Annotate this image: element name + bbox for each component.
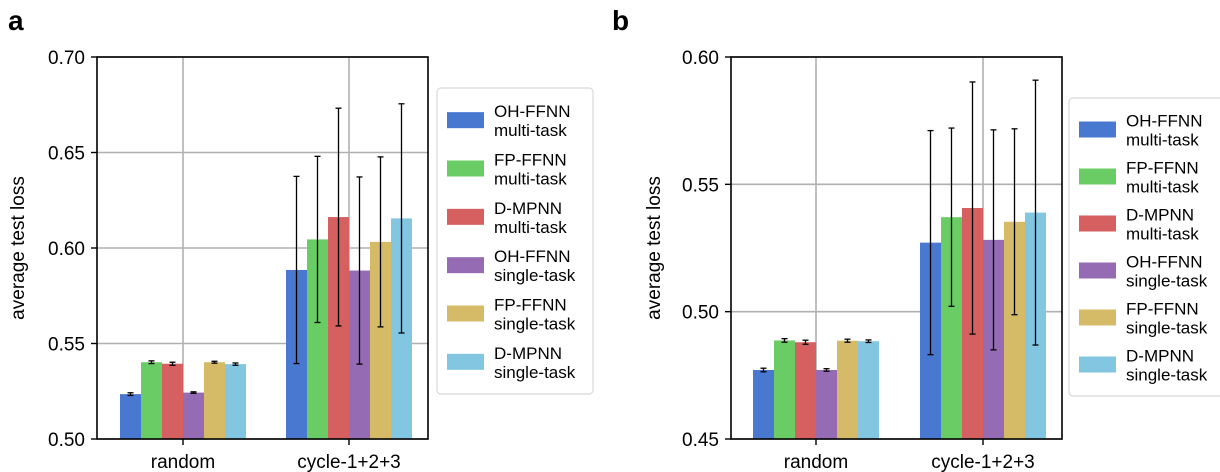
- x-tick-label: random: [784, 452, 848, 472]
- legend: OH-FFNNmulti-taskFP-FFNNmulti-taskD-MPNN…: [1068, 97, 1220, 397]
- legend-label: multi-task: [1126, 131, 1199, 150]
- y-tick-label: 0.55: [48, 335, 85, 356]
- bar: [141, 362, 162, 439]
- bar: [204, 362, 225, 439]
- bar: [307, 239, 328, 439]
- panel-letter-b: b: [612, 5, 629, 36]
- legend-label: D-MPNN: [494, 344, 562, 363]
- legend-label: OH-FFNN: [1126, 112, 1202, 131]
- y-axis-label: average test loss: [644, 176, 665, 320]
- legend-label: single-task: [494, 266, 576, 285]
- bar: [183, 392, 204, 439]
- bar: [795, 342, 816, 439]
- legend-label: multi-task: [494, 170, 567, 189]
- legend-label: single-task: [1126, 319, 1208, 338]
- legend-label: single-task: [1126, 272, 1208, 291]
- legend-label: FP-FFNN: [494, 296, 567, 315]
- y-tick-label: 0.45: [682, 430, 719, 451]
- bar: [225, 364, 246, 439]
- bar: [774, 340, 795, 439]
- chart-panel-b: 0.45 0.50 0.55 0.60 random cycle-1+2+3 average…: [644, 48, 1220, 472]
- legend-label: multi-task: [494, 218, 567, 237]
- bar: [370, 241, 391, 439]
- legend-swatch: [447, 208, 484, 225]
- legend-swatch: [447, 160, 484, 177]
- legend-label: multi-task: [1126, 178, 1199, 197]
- legend-label: single-task: [1126, 366, 1208, 385]
- bar: [1004, 221, 1025, 439]
- bar: [941, 217, 962, 439]
- y-tick-label: 0.50: [682, 303, 719, 324]
- y-tick-label: 0.65: [48, 144, 85, 165]
- legend: OH-FFNNmulti-taskFP-FFNNmulti-taskD-MPNN…: [436, 87, 594, 395]
- y-axis-label: average test loss: [8, 176, 29, 320]
- legend-swatch: [1079, 215, 1116, 232]
- legend-swatch: [447, 257, 484, 274]
- plot-frame: [730, 56, 1063, 440]
- legend-swatch: [1079, 356, 1116, 373]
- y-tick-label: 0.50: [48, 430, 85, 451]
- legend-label: OH-FFNN: [494, 247, 570, 266]
- bar: [753, 369, 774, 439]
- legend-label: OH-FFNN: [494, 102, 570, 121]
- legend-swatch: [447, 112, 484, 129]
- legend-label: multi-task: [494, 121, 567, 140]
- bar: [120, 394, 141, 439]
- legend-swatch: [447, 305, 484, 322]
- legend-swatch: [1079, 168, 1116, 185]
- y-tick-label: 0.60: [48, 239, 85, 260]
- legend-label: FP-FFNN: [1126, 300, 1199, 319]
- legend-label: FP-FFNN: [494, 151, 567, 170]
- legend-swatch: [1079, 121, 1116, 138]
- bar: [328, 217, 349, 439]
- y-tick-label: 0.70: [48, 48, 85, 69]
- y-tick-label: 0.55: [682, 175, 719, 196]
- legend-label: single-task: [494, 363, 576, 382]
- bar: [816, 369, 837, 439]
- x-tick-label: cycle-1+2+3: [931, 452, 1035, 472]
- legend-label: D-MPNN: [1126, 206, 1194, 225]
- y-tick-label: 0.60: [682, 48, 719, 69]
- bar: [837, 340, 858, 439]
- bar: [858, 341, 879, 439]
- panel-letter-a: a: [8, 5, 24, 36]
- legend-label: FP-FFNN: [1126, 159, 1199, 178]
- legend-label: D-MPNN: [494, 199, 562, 218]
- legend-label: single-task: [494, 315, 576, 334]
- legend-swatch: [1079, 262, 1116, 279]
- x-tick-label: cycle-1+2+3: [297, 452, 401, 472]
- legend-swatch: [1079, 309, 1116, 326]
- legend-label: OH-FFNN: [1126, 253, 1202, 272]
- legend-label: D-MPNN: [1126, 347, 1194, 366]
- bar: [162, 363, 183, 439]
- chart-panel-a: 0.50 0.55 0.60 0.65 0.70 random cycle-1+2+3 ave…: [8, 48, 594, 472]
- legend-swatch: [447, 353, 484, 370]
- legend-label: multi-task: [1126, 225, 1199, 244]
- x-tick-label: random: [151, 452, 215, 472]
